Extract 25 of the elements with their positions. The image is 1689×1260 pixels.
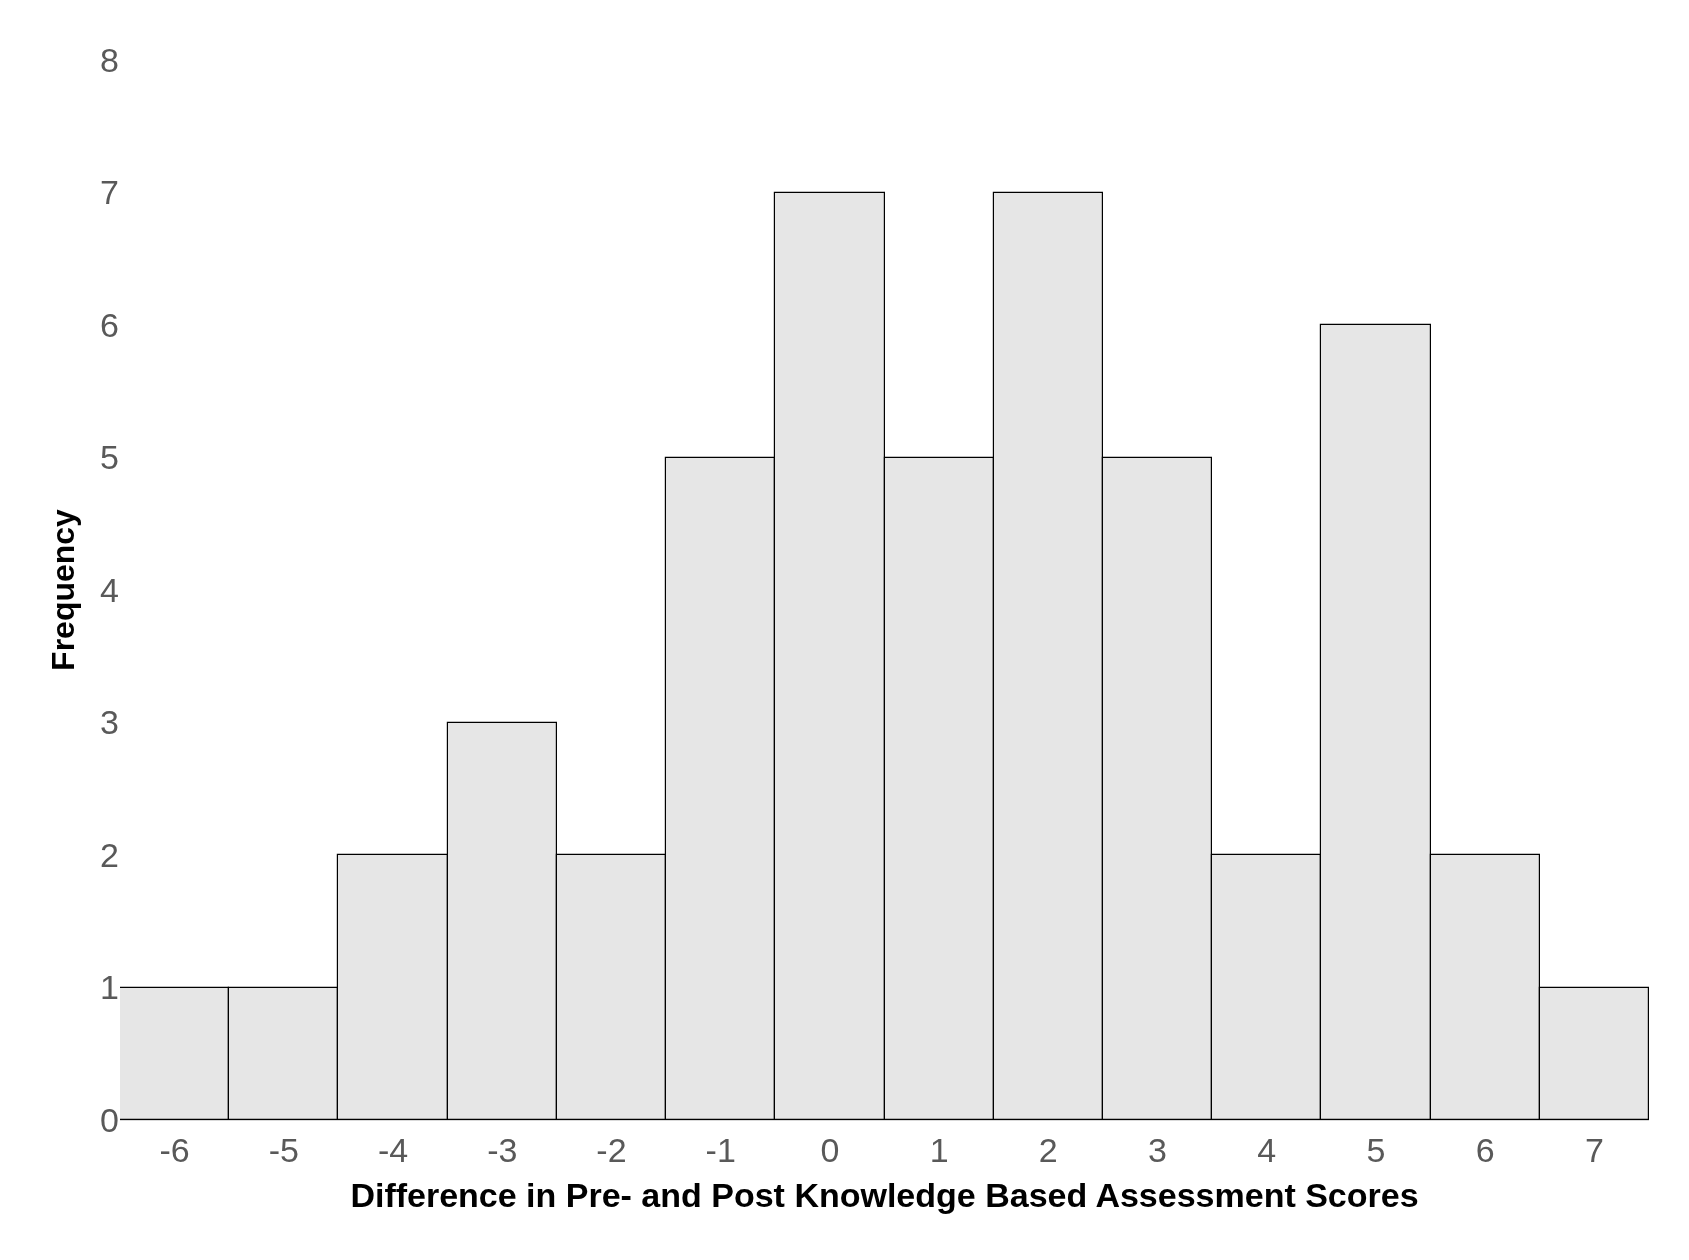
y-tick-label: 6 — [100, 305, 119, 344]
y-tick-label: 1 — [100, 968, 119, 1007]
x-tick-label: 4 — [1257, 1130, 1277, 1169]
y-tick-label: 3 — [100, 703, 119, 742]
x-tick-label: 7 — [1584, 1130, 1604, 1169]
y-tick-label: 4 — [100, 570, 119, 609]
x-tick-label: 5 — [1366, 1130, 1386, 1169]
x-tick-label: -4 — [377, 1130, 409, 1169]
x-tick-label: -6 — [159, 1130, 190, 1169]
x-tick-label: 3 — [1148, 1130, 1167, 1169]
y-tick-label: 5 — [100, 438, 119, 477]
x-tick-label: -2 — [596, 1130, 627, 1169]
x-tick-label: 6 — [1475, 1130, 1495, 1169]
x-tick-label: 0 — [820, 1130, 840, 1169]
y-axis-title: Frequency — [45, 508, 82, 671]
x-tick-label: 1 — [929, 1130, 949, 1169]
x-tick-label: 2 — [1038, 1130, 1058, 1169]
y-tick-label: 7 — [100, 173, 119, 212]
y-tick-label: 2 — [100, 835, 119, 874]
y-tick-label: 8 — [100, 40, 119, 79]
x-axis-title: Difference in Pre- and Post Knowledge Based Assessment Scores — [350, 1176, 1419, 1215]
x-tick-label: -1 — [705, 1130, 736, 1169]
x-tick-label: -5 — [268, 1130, 299, 1169]
y-tick-label: 0 — [100, 1100, 119, 1139]
x-tick-label: -3 — [487, 1130, 518, 1169]
